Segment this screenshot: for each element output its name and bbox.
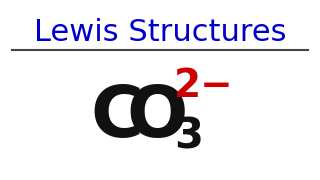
Text: 2−: 2− xyxy=(174,67,234,105)
Text: 3: 3 xyxy=(174,116,203,158)
Text: Lewis Structures: Lewis Structures xyxy=(34,18,286,47)
Text: C: C xyxy=(91,82,144,152)
Text: O: O xyxy=(127,82,188,152)
